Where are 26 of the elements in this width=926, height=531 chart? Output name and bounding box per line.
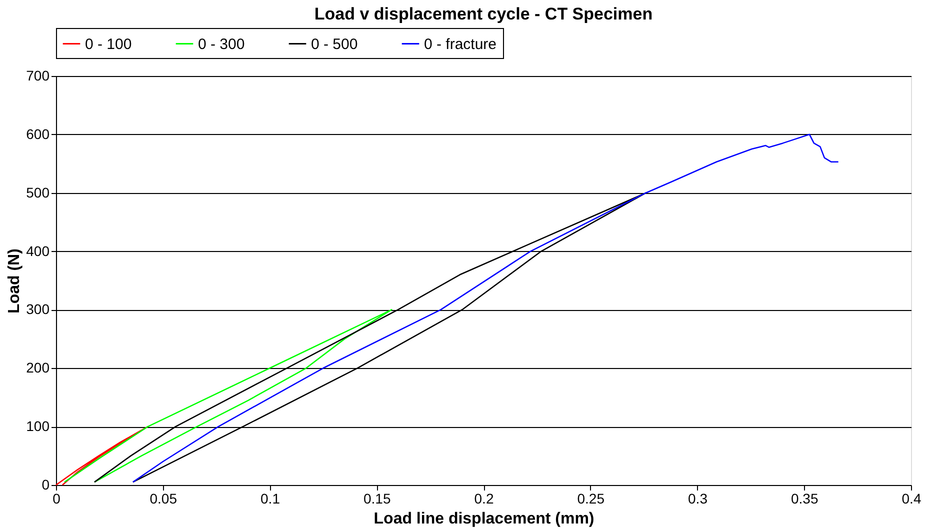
x-tick-label: 0.3 [688, 490, 708, 506]
chart-title: Load v displacement cycle - CT Specimen [314, 4, 653, 24]
y-tick-label: 100 [26, 418, 50, 434]
legend-label: 0 - fracture [424, 36, 497, 53]
x-axis-title: Load line displacement (mm) [374, 510, 594, 528]
line-series [64, 309, 392, 483]
y-tick-label: 200 [26, 360, 50, 376]
x-tick-label: 0.15 [364, 490, 391, 506]
line-series [132, 134, 839, 483]
legend-label: 0 - 500 [311, 36, 358, 53]
x-tick-label: 0.05 [150, 490, 178, 506]
x-tick-label: 0.1 [260, 490, 280, 506]
legend-label: 0 - 100 [85, 36, 132, 53]
y-tick-label: 300 [26, 301, 50, 318]
y-tick-label: 500 [26, 184, 50, 200]
y-tick-label: 400 [26, 242, 50, 259]
x-tick-label: 0.35 [791, 490, 818, 506]
y-tick-label: 0 [42, 476, 50, 492]
legend-label: 0 - 300 [198, 36, 245, 53]
y-axis-title: Load (N) [6, 248, 24, 314]
x-tick-label: 0.4 [902, 490, 922, 506]
x-tick-label: 0 [52, 490, 61, 506]
x-tick-label: 0.25 [577, 490, 605, 506]
y-tick-label: 600 [26, 126, 50, 142]
y-tick-label: 700 [26, 68, 50, 84]
x-tick-label: 0.2 [474, 490, 494, 506]
